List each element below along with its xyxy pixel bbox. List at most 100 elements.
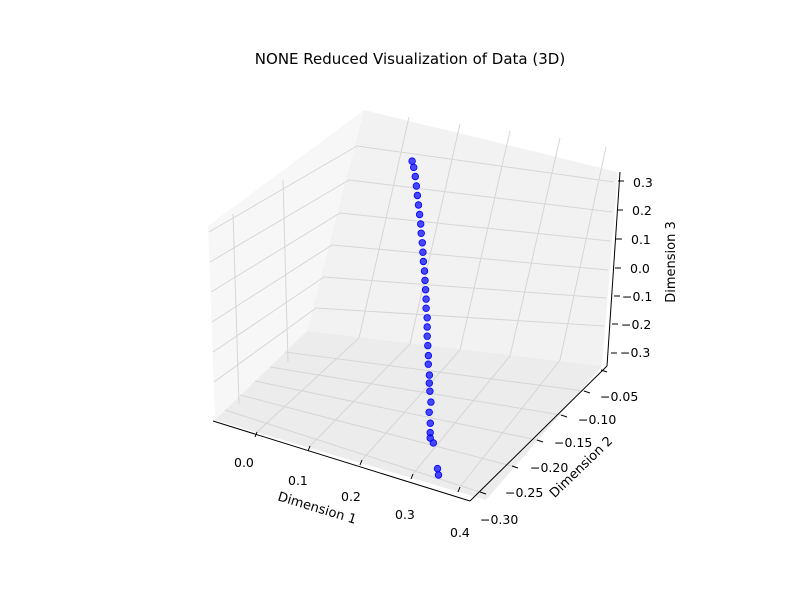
grid-line: [269, 366, 562, 416]
data-point: [422, 304, 430, 312]
grid-line: [459, 359, 561, 488]
z-tick-label: 0.2: [632, 203, 652, 218]
x-tick-label: 0.1: [288, 473, 308, 488]
grid-line: [409, 123, 461, 345]
y-tick-label: −0.05: [600, 389, 638, 404]
x-tick: [457, 486, 461, 493]
grid-line: [212, 276, 325, 353]
grid-line: [323, 276, 607, 299]
data-point: [424, 360, 432, 368]
x-tick: [410, 473, 414, 480]
y-tick: [536, 439, 544, 443]
data-point: [425, 408, 433, 416]
grid-line: [284, 351, 585, 392]
z-tick-label: 0.1: [631, 232, 651, 247]
grid-line: [211, 244, 333, 323]
grid-line: [348, 179, 613, 213]
data-point: [426, 387, 434, 395]
data-point: [421, 276, 429, 285]
grid-line: [315, 307, 605, 327]
data-point: [412, 182, 421, 190]
data-point: [410, 163, 418, 172]
x-tick-label: 0.3: [395, 507, 415, 522]
data-point: [419, 257, 428, 266]
x-tick: [254, 431, 258, 438]
data-point: [434, 471, 443, 479]
data-point: [433, 464, 442, 473]
data-point: [426, 419, 434, 427]
data-point: [421, 286, 430, 294]
data-point: [422, 295, 430, 303]
tick-marks: [254, 180, 624, 495]
tick-labels: 0.0 0.1 0.2 0.3 0.4 −0.30 −0.25 −0.20 −0…: [234, 175, 653, 540]
axes-panes: [208, 110, 618, 500]
z-tick-label: −0.3: [620, 345, 650, 360]
grid-line: [339, 212, 611, 242]
grid-line: [209, 179, 350, 263]
grid-line: [309, 343, 411, 447]
y-tick-label: −0.15: [554, 435, 592, 450]
data-point: [411, 172, 419, 181]
y-tick: [479, 491, 487, 495]
y-tick-label: −0.30: [480, 512, 518, 527]
grid-line: [509, 137, 561, 357]
data-point: [425, 371, 434, 379]
grid-line: [210, 212, 341, 293]
data-point: [427, 398, 435, 406]
data-point: [415, 210, 424, 219]
y-tick: [583, 390, 591, 394]
x-tick-label: 0.4: [450, 525, 470, 540]
data-point: [426, 434, 434, 442]
grid-line: [213, 307, 317, 383]
data-point: [419, 248, 427, 256]
z-axis-line: [606, 171, 621, 367]
y-tick: [560, 414, 568, 418]
grid-line: [256, 337, 360, 433]
z-tick-label: 0.0: [630, 261, 650, 276]
data-point: [423, 314, 431, 322]
y-tick-label: −0.25: [505, 485, 543, 500]
scatter-points: [408, 157, 443, 479]
data-point: [423, 323, 431, 331]
y-tick-label: −0.10: [578, 412, 616, 427]
x-tick-label: 0.2: [341, 489, 361, 504]
data-point: [424, 341, 432, 350]
x-tick: [359, 459, 363, 466]
z-axis-label: Dimension 3: [664, 221, 679, 303]
left-pane: [208, 110, 364, 420]
y-tick-label: −0.20: [530, 460, 568, 475]
data-point: [420, 267, 429, 275]
grid-line: [232, 213, 240, 405]
data-point: [423, 332, 431, 340]
grid-line: [412, 355, 511, 475]
x-tick: [307, 445, 311, 452]
grid-line: [358, 116, 410, 339]
grid-line: [356, 145, 615, 183]
grid-line: [239, 394, 513, 467]
y-tick: [600, 369, 608, 373]
grid-line: [559, 146, 607, 361]
data-point: [408, 157, 416, 165]
chart-title: NONE Reduced Visualization of Data (3D): [255, 50, 565, 68]
z-tick-label: −0.2: [621, 317, 651, 332]
grid-line: [254, 380, 538, 441]
data-point: [417, 220, 425, 228]
data-point: [414, 201, 423, 209]
data-point: [418, 239, 426, 247]
data-point: [424, 351, 433, 360]
grid-line: [361, 349, 461, 461]
x-tick-label: 0.0: [234, 455, 254, 470]
y-tick: [511, 465, 519, 469]
z-tick-label: −0.1: [622, 289, 652, 304]
data-point: [413, 191, 422, 200]
floor-pane: [215, 331, 602, 500]
grid-line: [331, 244, 609, 271]
back-pane: [307, 110, 618, 366]
grid-line: [282, 179, 289, 363]
grid-line: [459, 130, 511, 351]
data-point: [425, 379, 433, 387]
y-axis-line: [469, 365, 608, 502]
data-point: [417, 229, 425, 237]
z-tick-label: 0.3: [633, 175, 653, 190]
